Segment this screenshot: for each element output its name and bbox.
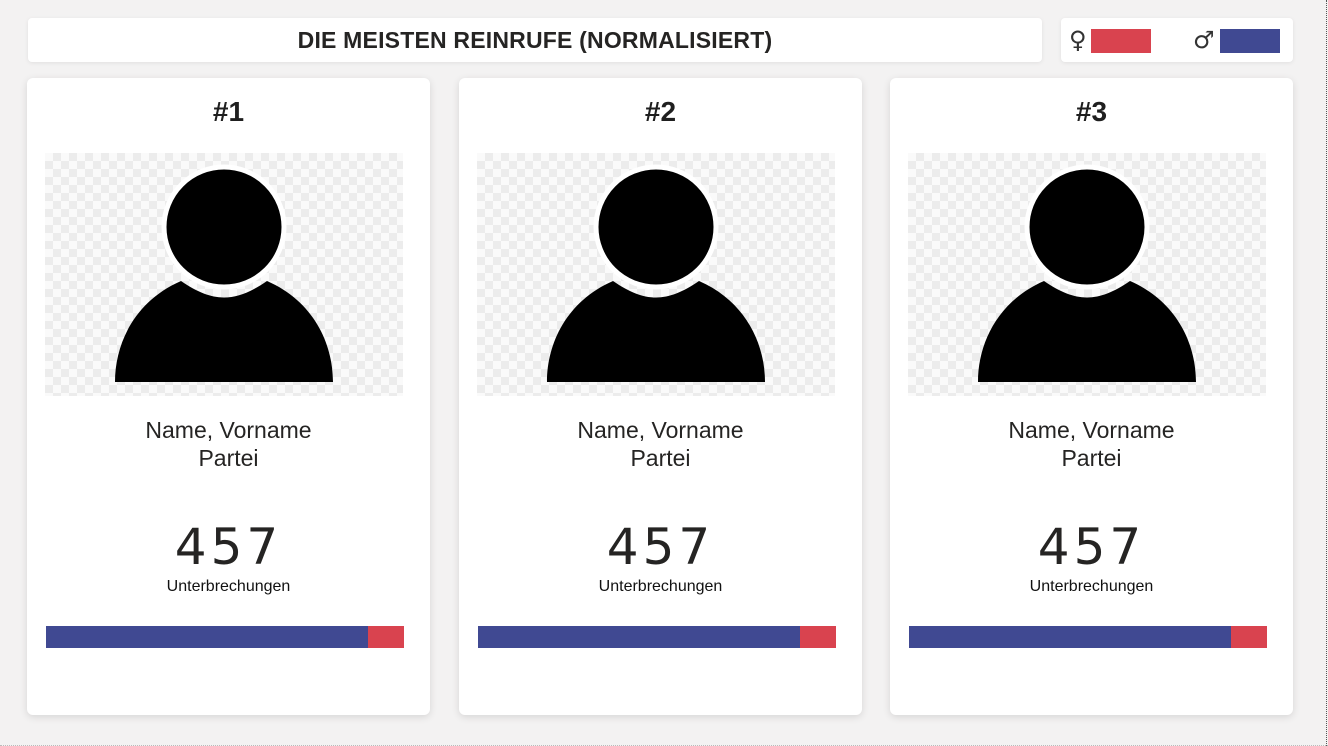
gender-share-bar [909, 626, 1267, 648]
female-share-segment [1231, 626, 1267, 648]
interruption-count-label: Unterbrechungen [598, 578, 723, 595]
legend-swatch-male [1220, 29, 1280, 53]
person-silhouette-icon [547, 164, 765, 382]
male-symbol-icon: ♂ [1193, 26, 1215, 54]
rank-label: #2 [644, 96, 677, 127]
gender-share-bar [46, 626, 404, 648]
member-name: Name, Vorname [1008, 417, 1175, 443]
rank-label: #3 [1075, 96, 1108, 127]
profile-photo [45, 153, 403, 396]
female-symbol-icon: ♀ [1069, 26, 1087, 54]
ranking-card-1[interactable]: #1 Name, Vorname Partei 457 Unterbrechun… [27, 78, 430, 715]
rank-label: #1 [212, 96, 245, 127]
page-title: DIE MEISTEN REINRUFE (NORMALISIERT) [297, 26, 773, 53]
ranking-card-3[interactable]: #3 Name, Vorname Partei 457 Unterbrechun… [890, 78, 1293, 715]
title-card: DIE MEISTEN REINRUFE (NORMALISIERT) [28, 18, 1042, 62]
profile-photo [477, 153, 835, 396]
ranking-card-2[interactable]: #2 Name, Vorname Partei 457 Unterbrechun… [459, 78, 862, 715]
interruption-count: 457 [1037, 518, 1146, 576]
member-party: Partei [630, 445, 691, 471]
member-name: Name, Vorname [145, 417, 312, 443]
legend-swatch-female [1091, 29, 1151, 53]
person-silhouette-icon [115, 164, 333, 382]
male-share-segment [909, 626, 1232, 648]
member-name: Name, Vorname [577, 417, 744, 443]
interruption-count: 457 [174, 518, 283, 576]
interruption-count-label: Unterbrechungen [166, 578, 291, 595]
member-party: Partei [198, 445, 259, 471]
interruption-count: 457 [606, 518, 715, 576]
male-share-segment [478, 626, 801, 648]
member-party: Partei [1061, 445, 1122, 471]
male-share-segment [46, 626, 369, 648]
person-silhouette-icon [978, 164, 1196, 382]
gender-legend: ♀ ♂ [1061, 18, 1293, 62]
interruption-count-label: Unterbrechungen [1029, 578, 1154, 595]
female-share-segment [368, 626, 404, 648]
page-edge-guide [1326, 0, 1327, 746]
female-share-segment [800, 626, 836, 648]
profile-photo [908, 153, 1266, 396]
gender-share-bar [478, 626, 836, 648]
